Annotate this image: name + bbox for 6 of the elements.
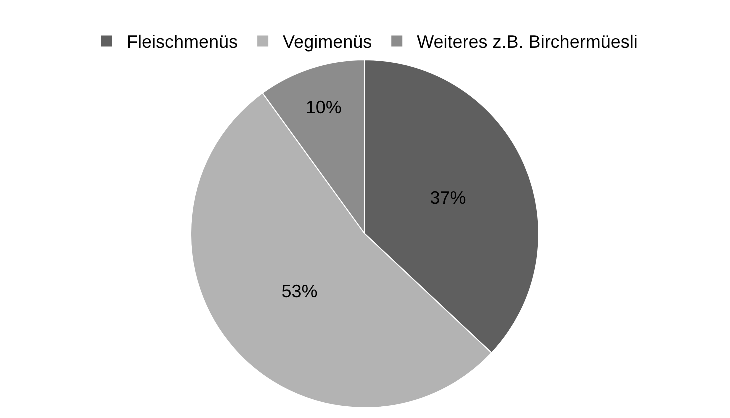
legend-label: Fleischmenüs [127, 32, 238, 52]
data-label: 53% [282, 282, 318, 302]
data-label: 37% [430, 188, 466, 208]
data-label: 10% [306, 98, 342, 118]
legend-label: Weiteres z.B. Birchermüesli [417, 32, 638, 52]
legend-label: Vegimenüs [283, 32, 372, 52]
